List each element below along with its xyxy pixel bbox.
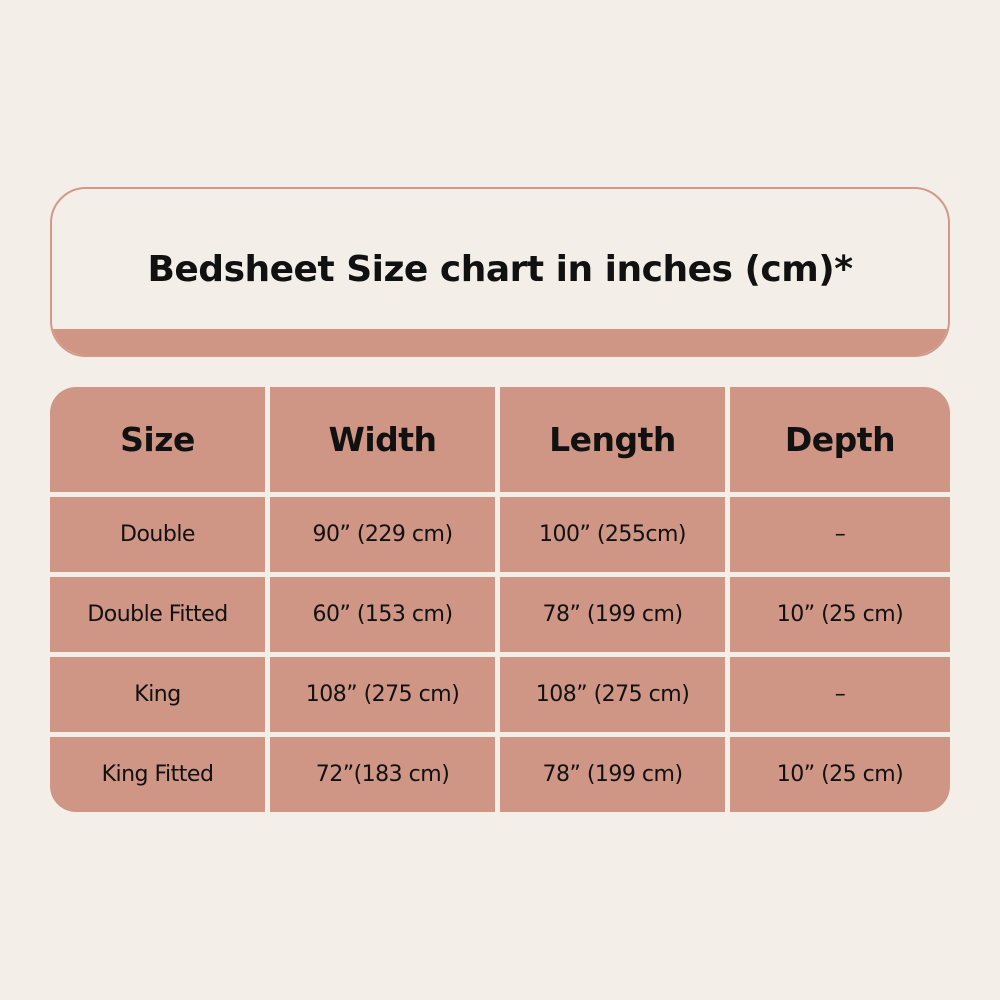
table-cell: 10” (25 cm) — [730, 577, 950, 652]
table-cell: King — [50, 657, 265, 732]
table-cell: 108” (275 cm) — [270, 657, 495, 732]
table-cell: Double Fitted — [50, 577, 265, 652]
column-header-depth: Depth — [730, 387, 950, 492]
table-cell: 60” (153 cm) — [270, 577, 495, 652]
table-cell: 10” (25 cm) — [730, 737, 950, 812]
table-cell: – — [730, 497, 950, 572]
page-title: Bedsheet Size chart in inches (cm)* — [147, 249, 853, 290]
title-box: Bedsheet Size chart in inches (cm)* — [50, 187, 950, 357]
table-cell: Double — [50, 497, 265, 572]
table-cell: 108” (275 cm) — [500, 657, 725, 732]
table-cell: 72”(183 cm) — [270, 737, 495, 812]
table-cell: King Fitted — [50, 737, 265, 812]
size-table: Size Width Length Depth Double 90” (229 cm) 10… — [50, 387, 950, 812]
table-cell: 78” (199 cm) — [500, 737, 725, 812]
title-accent-band — [52, 329, 948, 355]
column-header-width: Width — [270, 387, 495, 492]
column-header-length: Length — [500, 387, 725, 492]
table-cell: 78” (199 cm) — [500, 577, 725, 652]
column-header-size: Size — [50, 387, 265, 492]
table-cell: 90” (229 cm) — [270, 497, 495, 572]
table-cell: – — [730, 657, 950, 732]
table-cell: 100” (255cm) — [500, 497, 725, 572]
